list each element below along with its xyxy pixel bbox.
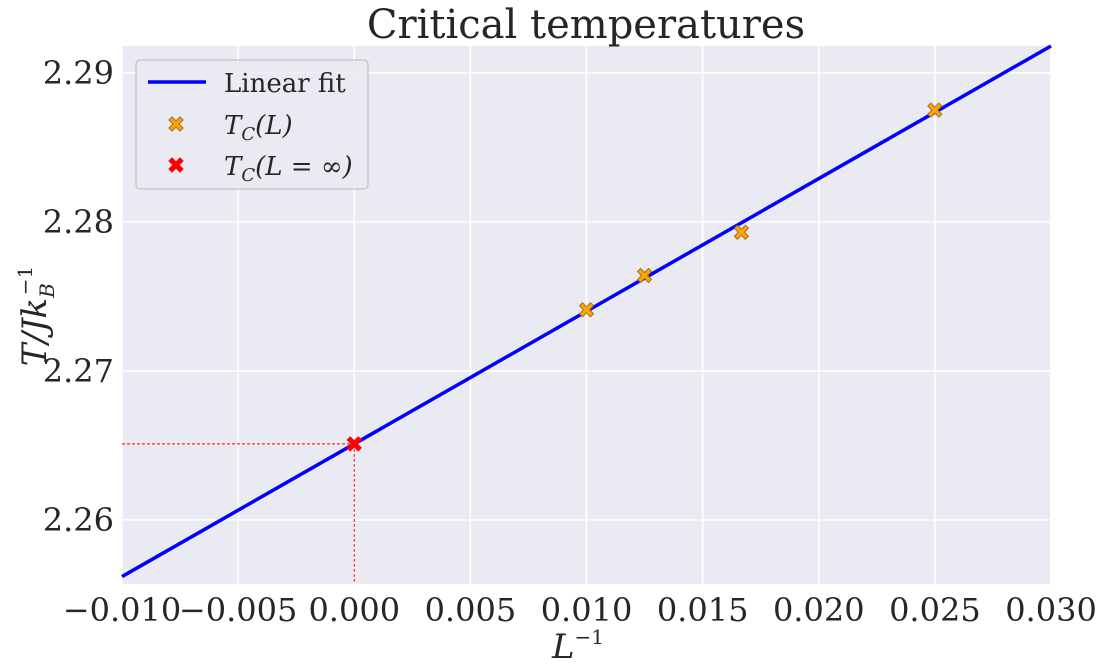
legend-tc-l-label: TC(L) (224, 111, 293, 145)
data-point (346, 436, 362, 452)
legend-tc-l-marker (168, 116, 184, 132)
series-layer (121, 44, 1052, 579)
legend-box (135, 59, 369, 190)
y-axis-ticks: 2.26 2.27 2.28 2.29 (43, 54, 114, 539)
guide-lines (122, 443, 355, 584)
chart-title: Critical temperatures (367, 2, 805, 48)
legend-tc-inf-label: TC(L = ∞) (224, 152, 353, 186)
x-tick-label: 0.030 (1005, 591, 1097, 629)
y-tick-label: 2.29 (43, 54, 114, 92)
x-tick-label: 0.015 (657, 591, 749, 629)
y-tick-label: 2.26 (43, 501, 114, 539)
y-axis-label: T/JkB−1 (13, 266, 59, 367)
x-tick-label: 0.025 (889, 591, 981, 629)
x-tick-label: 0.010 (541, 591, 633, 629)
data-point (636, 267, 653, 284)
x-tick-label: 0.020 (773, 591, 865, 629)
data-point (927, 102, 943, 118)
y-tick-label: 2.28 (43, 203, 114, 241)
x-tick-label: 0.000 (308, 591, 400, 629)
data-point (733, 224, 750, 240)
legend-tc-inf-marker (168, 157, 184, 173)
x-tick-label: 0.005 (425, 591, 517, 629)
x-axis-ticks: −0.010−0.005 0.000 0.005 0.010 0.015 0.020 0.0… (63, 591, 1097, 629)
x-axis-label: L−1 (551, 625, 604, 667)
data-point (578, 302, 595, 318)
x-tick-label: −0.010 (63, 591, 181, 629)
y-tick-label: 2.27 (43, 352, 114, 390)
legend: Linear fit TC(L) TC(L = ∞) (135, 59, 369, 190)
legend-linear-fit-label: Linear fit (224, 69, 346, 99)
x-tick-label: −0.005 (179, 591, 297, 629)
